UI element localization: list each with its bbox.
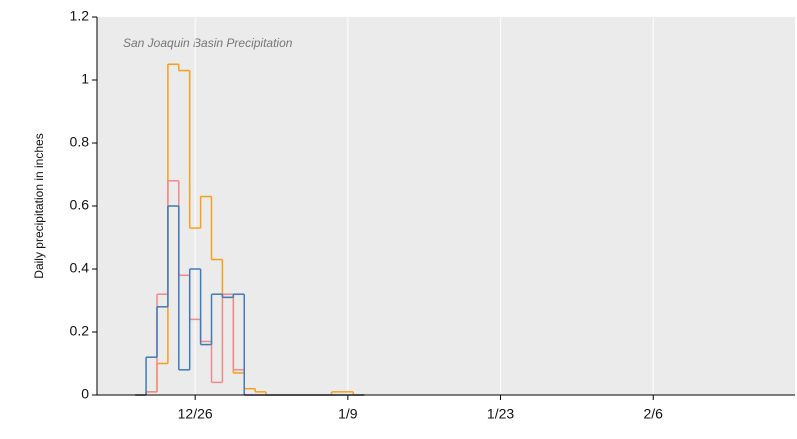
y-tick-label: 0.6 [70, 197, 90, 213]
plot-area [97, 17, 795, 395]
y-tick-label: 0 [81, 386, 89, 402]
y-axis-label: Daily precipitation in inches [32, 133, 46, 278]
y-tick-label: 1 [81, 71, 89, 87]
x-tick-label: 2/6 [643, 406, 663, 422]
x-tick-label: 12/26 [178, 406, 213, 422]
y-tick-label: 0.8 [70, 134, 90, 150]
y-tick-label: 0.2 [70, 323, 90, 339]
y-tick-label: 0.4 [70, 260, 90, 276]
y-tick-label: 1.2 [70, 8, 90, 24]
x-tick-label: 1/9 [338, 406, 358, 422]
annotation: San Joaquin Basin Precipitation [123, 36, 293, 50]
x-tick-label: 1/23 [487, 406, 514, 422]
